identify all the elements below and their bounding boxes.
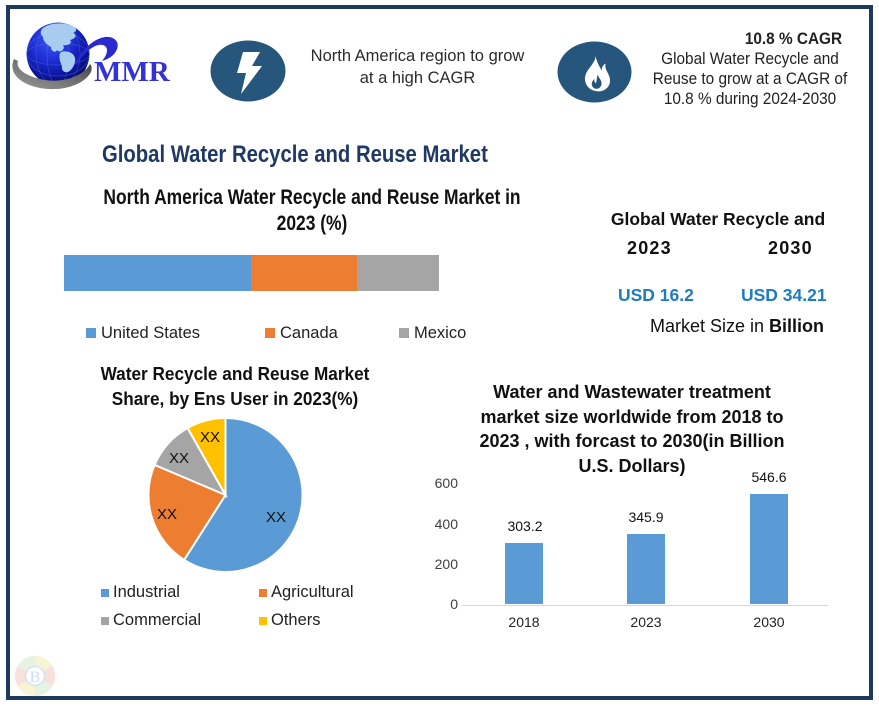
svg-text:XX: XX	[169, 450, 189, 467]
svg-text:B: B	[30, 669, 41, 686]
svg-text:XX: XX	[157, 506, 177, 523]
svg-text:MMR: MMR	[94, 56, 171, 88]
svg-text:XX: XX	[266, 509, 286, 526]
svg-text:XX: XX	[200, 429, 220, 446]
